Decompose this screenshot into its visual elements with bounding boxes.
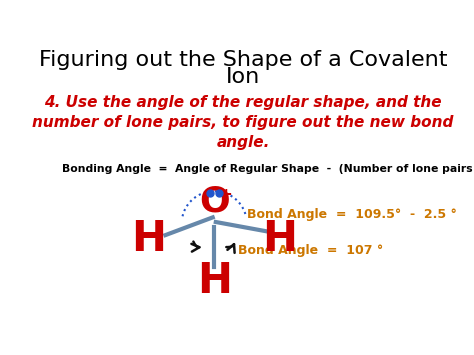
Text: Figuring out the Shape of a Covalent: Figuring out the Shape of a Covalent (39, 50, 447, 70)
Text: Bond Angle  =  107 °: Bond Angle = 107 ° (237, 244, 383, 257)
Text: 4. Use the angle of the regular shape, and the
number of lone pairs, to figure o: 4. Use the angle of the regular shape, a… (32, 95, 454, 149)
Text: Bonding Angle  =  Angle of Regular Shape  -  (Number of lone pairs x 2.5): Bonding Angle = Angle of Regular Shape -… (63, 164, 474, 174)
Text: +: + (219, 187, 232, 202)
Text: Bond Angle  =  109.5°  -  2.5 °: Bond Angle = 109.5° - 2.5 ° (247, 208, 456, 221)
Text: H: H (197, 260, 232, 302)
FancyArrowPatch shape (191, 242, 200, 252)
Text: H: H (131, 218, 166, 260)
Text: Ion: Ion (226, 67, 260, 87)
Text: O: O (199, 185, 229, 219)
Text: H: H (263, 218, 298, 260)
FancyArrowPatch shape (226, 244, 235, 253)
